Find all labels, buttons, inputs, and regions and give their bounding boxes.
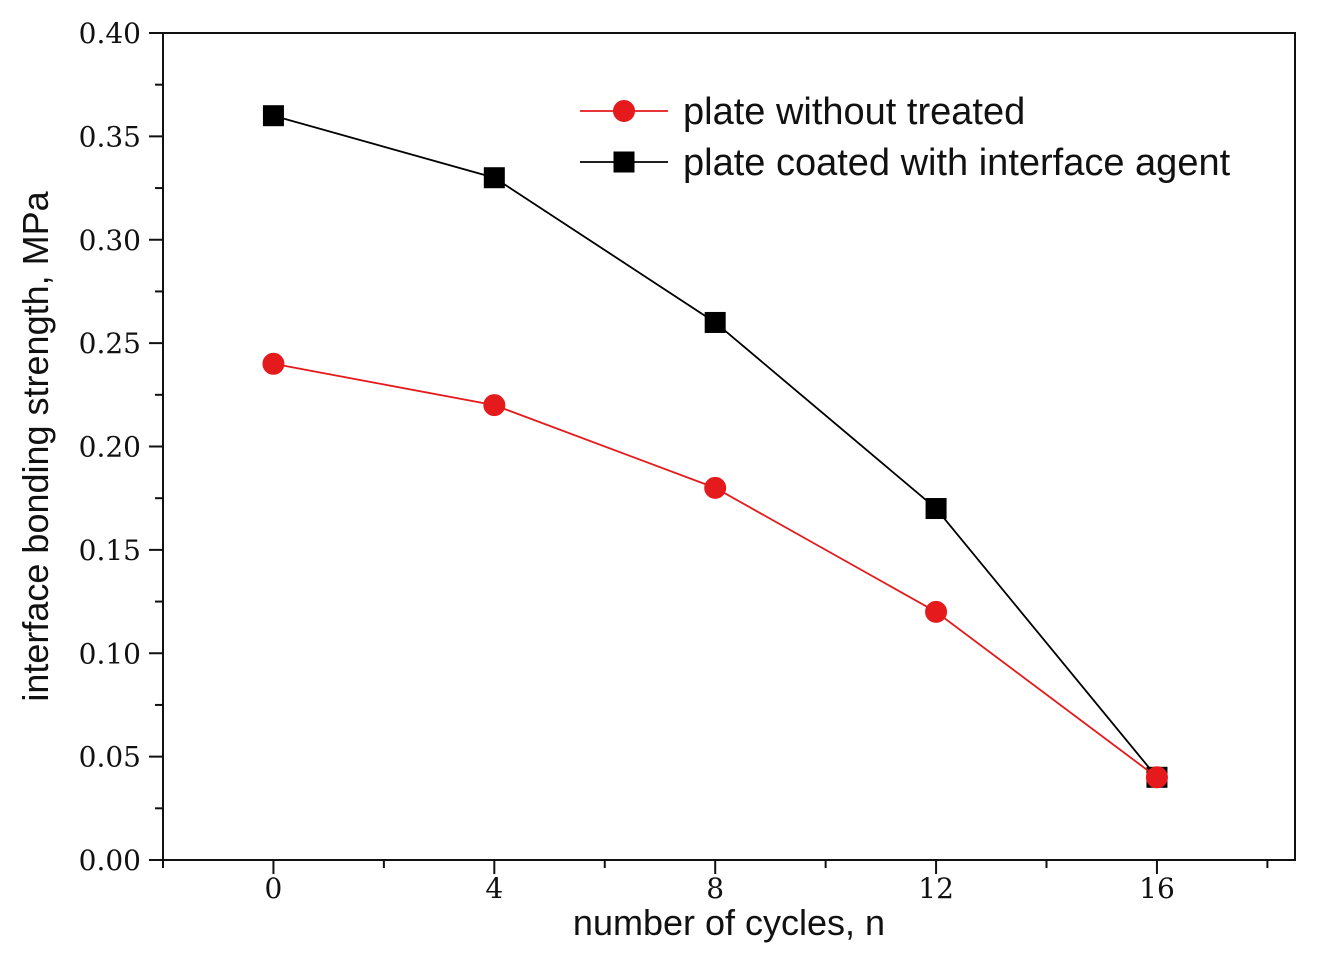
y-tick-label: 0.05 [79, 741, 141, 774]
series-1 [262, 352, 1168, 789]
y-ticks: 0.00 0.05 0.10 0.15 0.20 0.25 0.30 0.35 0.40 [79, 17, 163, 877]
y-tick-label: 0.20 [79, 431, 141, 464]
y-tick-label: 0.30 [79, 224, 141, 257]
legend: plate without treated plate coated with i… [580, 91, 1231, 184]
y-tick-label: 0.15 [79, 534, 141, 567]
x-tick-label: 8 [706, 872, 724, 905]
legend-item-1: plate coated with interface agent [580, 142, 1231, 184]
legend-item-0: plate without treated [580, 91, 1025, 133]
legend-label: plate without treated [683, 91, 1025, 133]
legend-marker [613, 100, 635, 122]
y-axis-title: interface bonding strength, MPa [15, 190, 56, 701]
x-tick-label: 0 [265, 872, 283, 905]
data-point-1-1 [483, 394, 506, 417]
y-tick-label: 0.00 [79, 844, 141, 877]
y-tick-label: 0.10 [79, 637, 141, 670]
legend-label: plate coated with interface agent [683, 142, 1231, 184]
data-point-0-0 [262, 105, 284, 127]
x-tick-label: 4 [485, 872, 503, 905]
x-tick-label: 16 [1139, 872, 1175, 905]
x-ticks: 0 4 8 12 16 [162, 860, 1269, 905]
data-point-0-2 [704, 311, 726, 333]
data-point-0-1 [483, 167, 505, 189]
data-point-0-3 [925, 498, 947, 520]
data-point-1-0 [262, 352, 285, 375]
y-tick-label: 0.35 [79, 120, 141, 153]
x-tick-label: 12 [918, 872, 954, 905]
data-point-1-4 [1145, 766, 1168, 789]
x-axis-title: number of cycles, n [573, 902, 885, 943]
series-line-1 [273, 362, 1158, 779]
y-tick-label: 0.25 [79, 327, 141, 360]
data-point-1-3 [925, 600, 948, 623]
data-point-1-2 [704, 476, 727, 499]
legend-marker [613, 151, 635, 173]
y-tick-label: 0.40 [79, 17, 141, 50]
series-0 [262, 105, 1168, 788]
series-layer [262, 105, 1168, 789]
